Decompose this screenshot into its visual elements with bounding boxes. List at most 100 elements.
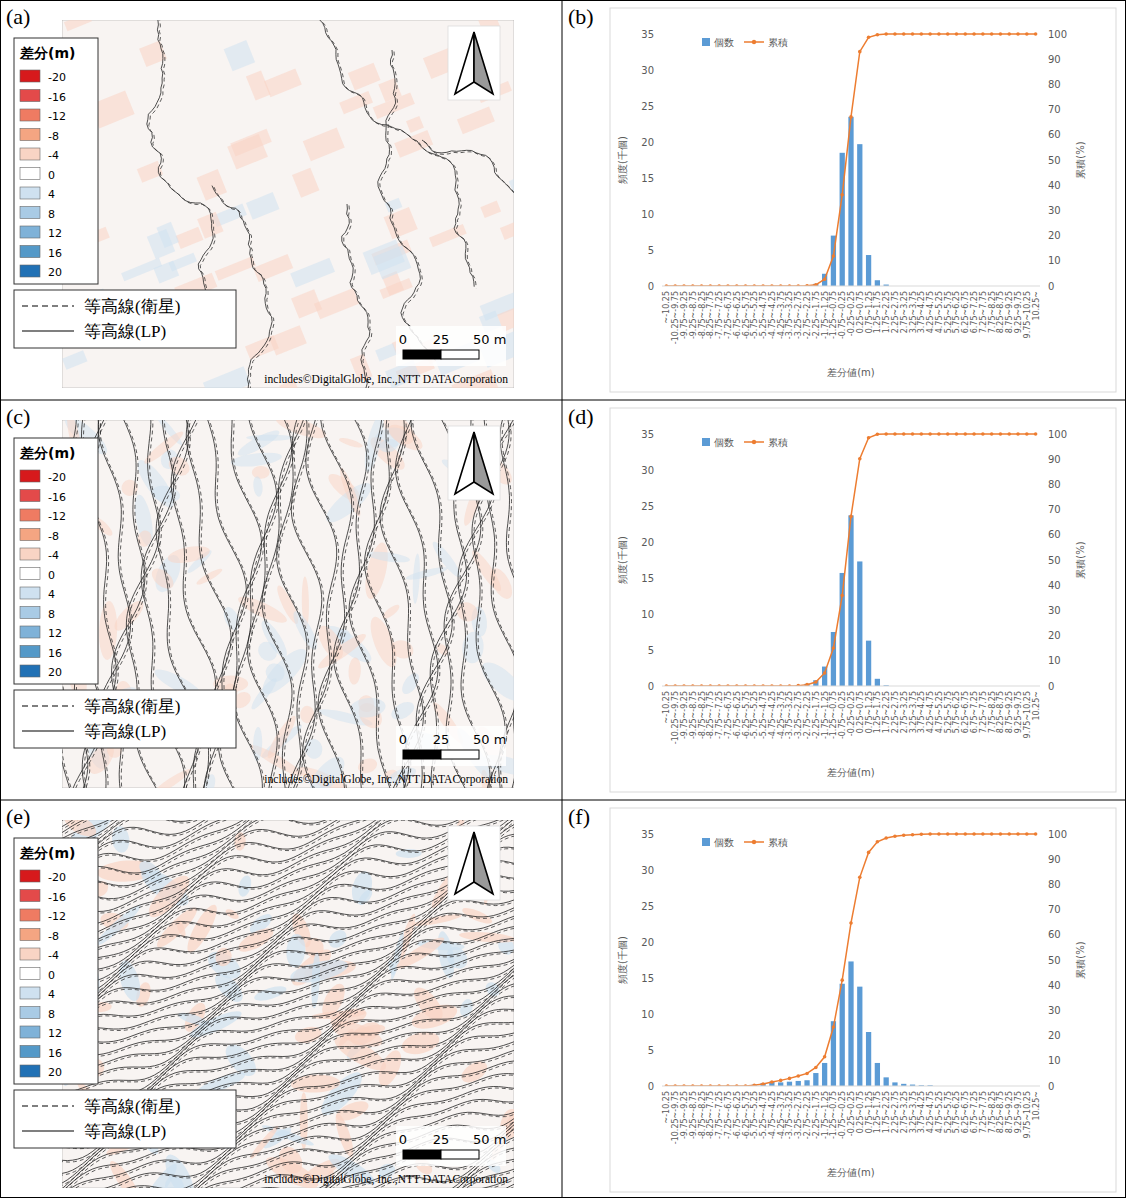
y-tick-label: 15: [641, 573, 654, 584]
line-marker: [937, 432, 941, 436]
bar: [848, 117, 853, 286]
legend-label: 12: [48, 227, 62, 240]
x-tick-label: 7.25~7.75: [979, 1091, 988, 1133]
legend-swatch: [20, 607, 40, 619]
contour-satellite: [149, 20, 225, 310]
line-marker: [876, 840, 880, 844]
x-tick-label: 6.75~7.25: [970, 291, 979, 333]
legend-label: 4: [48, 188, 55, 201]
map-patch: [273, 420, 328, 443]
contour-satellite: [264, 420, 307, 788]
north-arrow: [455, 32, 474, 94]
map-patch: [253, 727, 263, 762]
contour-satellite: [320, 420, 354, 788]
legend-swatch: [752, 40, 756, 44]
x-tick-label: 1.25~1.75: [873, 291, 882, 333]
y2-tick-label: 40: [1048, 980, 1061, 991]
x-tick-label: 8.25~8.75: [996, 1091, 1005, 1133]
x-tick-label: 8.75~9.25: [1005, 1091, 1014, 1133]
contour-lp: [62, 926, 514, 1068]
x-tick-label: -3.25~-2.75: [794, 691, 803, 739]
line-legend-box: [14, 1090, 236, 1148]
map-patch: [290, 258, 335, 288]
x-tick-label: -6.75~-6.25: [733, 691, 742, 739]
x-tick-label: 6.75~7.25: [970, 1091, 979, 1133]
bar: [884, 1077, 889, 1086]
y2-tick-label: 30: [1048, 205, 1061, 216]
figure: (a)差分(m)-20-16-12-8-4048121620等高線(衛星)等高線…: [0, 0, 1126, 1198]
legend-swatch: [20, 246, 40, 258]
contour-satellite: [62, 824, 514, 1000]
contour-satellite: [62, 1088, 514, 1188]
line-marker: [911, 432, 915, 436]
x-tick-label: -7.25~-6.75: [724, 291, 733, 339]
legend-swatch: [20, 948, 40, 960]
contour-lp: [62, 973, 514, 1147]
legend-label: -20: [48, 871, 66, 884]
contour-satellite: [62, 1169, 514, 1188]
line-marker: [902, 833, 906, 837]
y-tick-label: 10: [641, 1009, 654, 1020]
x-tick-label: -8.25~-7.75: [706, 691, 715, 739]
legend-label: -12: [48, 510, 66, 523]
contour-satellite: [62, 939, 514, 1083]
contour-lp: [303, 420, 337, 788]
x-tick-label: -7.25~-6.75: [724, 1091, 733, 1139]
contour-satellite: [62, 1119, 514, 1188]
north-arrow: [455, 832, 474, 894]
north-arrow-box: [448, 826, 500, 900]
panel-letter: (b): [568, 4, 594, 29]
contour-satellite: [250, 420, 294, 788]
x-tick-label: 5.25~5.75: [944, 291, 953, 333]
line-marker: [981, 832, 985, 836]
contour-satellite: [62, 950, 514, 1096]
scale-label: 0: [399, 1132, 407, 1147]
line-marker: [779, 1079, 783, 1083]
legend-label: -12: [48, 110, 66, 123]
map-patch: [175, 227, 203, 249]
x-tick-label: -4.25~-3.75: [777, 291, 786, 339]
y-tick-label: 30: [641, 65, 654, 76]
legend-swatch: [20, 129, 40, 141]
line-marker: [823, 277, 827, 281]
legend-swatch: [20, 587, 40, 599]
y2-tick-label: 0: [1048, 1081, 1054, 1092]
north-arrow: [474, 432, 493, 494]
map-patch: [252, 476, 263, 497]
map-patch: [160, 1151, 200, 1188]
legend-label: 4: [48, 988, 55, 1001]
contour-satellite: [62, 1041, 514, 1188]
x-tick-label: 4.25~4.75: [926, 691, 935, 733]
legend-label: -16: [48, 891, 66, 904]
line-marker: [876, 432, 880, 436]
map-patch: [264, 713, 299, 761]
x-tick-label: 4.75~5.25: [935, 291, 944, 333]
x-tick-label: 2.25~2.75: [891, 691, 900, 733]
x-tick-label: -0.75~-0.25: [838, 1091, 847, 1139]
contour-lp: [318, 420, 352, 788]
legend-label: -4: [48, 549, 59, 562]
x-tick-label: 7.75~8.25: [988, 291, 997, 333]
y2-tick-label: 30: [1048, 1005, 1061, 1016]
x-tick-label: -5.75~-5.25: [750, 291, 759, 339]
scale-label: 50 m: [473, 1132, 506, 1147]
legend-label: 8: [48, 608, 55, 621]
bar: [778, 1082, 783, 1086]
map-patch: [378, 78, 401, 102]
y2-tick-label: 10: [1048, 255, 1061, 266]
map-patch: [348, 63, 381, 91]
legend-label: 12: [48, 1027, 62, 1040]
x-tick-label: ~-10.25: [662, 291, 671, 324]
y2-tick-label: 70: [1048, 504, 1061, 515]
map-patch: [293, 1024, 323, 1045]
scale-label: 25: [433, 732, 450, 747]
line-marker: [1016, 832, 1020, 836]
contour-lp: [62, 820, 514, 937]
line-marker: [963, 432, 967, 436]
line-marker: [805, 1072, 809, 1076]
map-patch: [480, 201, 501, 219]
contour-lp: [365, 420, 409, 788]
legend-label: 20: [48, 666, 62, 679]
contour-satellite: [305, 420, 339, 788]
x-axis-title: 差分値(m): [827, 767, 875, 778]
